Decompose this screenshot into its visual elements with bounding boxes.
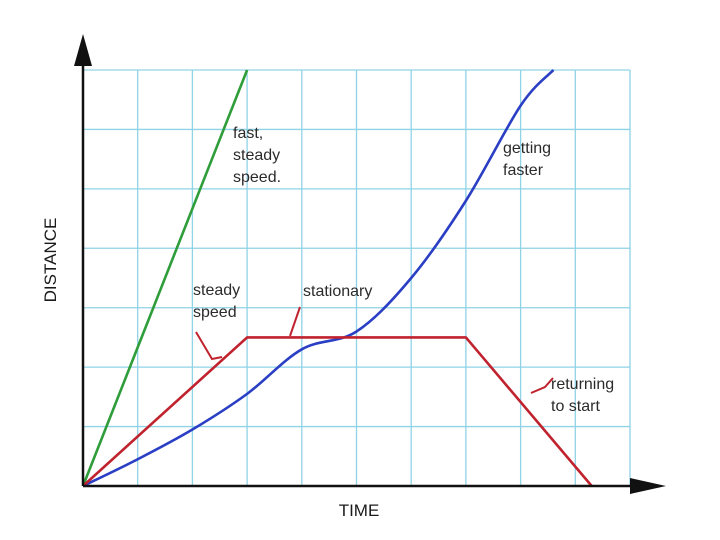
annotation-returning: returning to start [551, 376, 619, 415]
annotation-fast: fast, steady speed. [233, 125, 285, 186]
annotation-getting-faster: getting faster [503, 140, 556, 179]
x-axis-arrow-icon [630, 478, 666, 494]
annotation-faster-line-1: getting [503, 140, 551, 157]
annotation-fast-line-2: steady [233, 147, 280, 164]
annotation-leader-line [195, 331, 223, 361]
annotation-fast-line-3: speed. [233, 169, 281, 186]
annotation-steady-line-2: speed [193, 304, 237, 321]
y-axis-arrow-icon [74, 34, 92, 66]
axes [74, 34, 666, 494]
annotation-stationary: stationary [303, 283, 372, 300]
annotation-stationary-line-1: stationary [303, 283, 372, 300]
annotation-leader-line [289, 306, 301, 337]
steady-stationary-return-line [82, 336, 593, 487]
annotation-faster-line-2: faster [503, 162, 544, 179]
fast-steady-line [81, 69, 249, 487]
annotation-steady-speed: steady speed [193, 282, 245, 321]
x-axis-title: TIME [339, 501, 380, 520]
annotation-returning-line-1: returning [551, 376, 614, 393]
annotation-leaders [195, 306, 554, 394]
annotations: fast, steady speed. getting faster stead… [193, 125, 619, 415]
series-lines [81, 69, 593, 488]
annotation-steady-line-1: steady [193, 282, 240, 299]
annotation-leader-line [530, 377, 554, 394]
annotation-returning-line-2: to start [551, 398, 600, 415]
y-axis-title: DISTANCE [41, 218, 60, 303]
annotation-fast-line-1: fast, [233, 125, 263, 142]
